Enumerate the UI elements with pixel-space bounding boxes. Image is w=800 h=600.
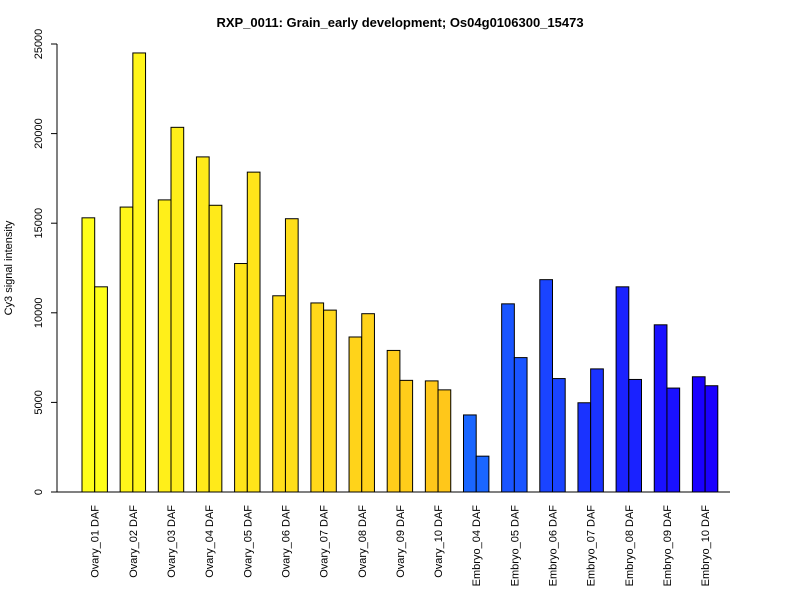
- bar-2-2: [132, 52, 147, 493]
- x-tick-label: Embryo_09 DAF: [662, 505, 674, 587]
- bar-5-1: [234, 263, 248, 493]
- bar-7-2: [323, 309, 337, 493]
- bar-4-2: [208, 204, 223, 493]
- bar-12-2: [513, 357, 528, 493]
- bar-8-1: [348, 336, 363, 493]
- y-axis: 0 5000 10000 15000 20000 25000: [33, 29, 58, 495]
- bar-15-2: [628, 378, 642, 493]
- x-tick-label: Embryo_05 DAF: [509, 505, 521, 587]
- x-tick-label: Ovary_10 DAF: [433, 505, 445, 578]
- y-tick-label: 25000: [33, 29, 45, 60]
- bar-6-1: [272, 295, 286, 493]
- x-tick-label: Ovary_01 DAF: [90, 505, 102, 578]
- bar-10-2: [437, 389, 452, 493]
- y-tick-label: 0: [33, 489, 45, 495]
- bar-14-2: [590, 368, 604, 493]
- bar-10-1: [424, 380, 439, 493]
- bar-6-2: [284, 218, 299, 493]
- x-tick-label: Ovary_05 DAF: [242, 505, 254, 578]
- bar-2-1: [119, 206, 134, 493]
- x-tick-label: Embryo_04 DAF: [471, 505, 483, 587]
- x-tick-label: Embryo_08 DAF: [624, 505, 636, 587]
- x-tick-labels: Ovary_01 DAF Ovary_02 DAF Ovary_03 DAF Ovar…: [90, 505, 712, 587]
- bar-12-1: [501, 303, 515, 493]
- y-tick-label: 10000: [33, 298, 45, 329]
- x-tick-label: Embryo_06 DAF: [548, 505, 560, 587]
- bar-1-1: [81, 217, 96, 493]
- bar-3-1: [157, 199, 172, 493]
- y-tick-label: 5000: [33, 390, 45, 414]
- y-axis-label: Cy3 signal intensity: [3, 220, 15, 315]
- bar-16-2: [666, 387, 681, 493]
- y-tick-label: 20000: [33, 118, 45, 149]
- x-tick-label: Embryo_07 DAF: [586, 505, 598, 587]
- bar-13-1: [539, 279, 553, 493]
- x-tick-label: Embryo_10 DAF: [700, 505, 712, 587]
- bar-17-1: [691, 376, 706, 493]
- bar-15-1: [615, 286, 630, 493]
- x-tick-label: Ovary_03 DAF: [166, 505, 178, 578]
- bar-7-1: [310, 302, 325, 493]
- bar-3-2: [170, 126, 185, 493]
- bar-13-2: [552, 378, 566, 493]
- chart-title: RXP_0011: Grain_early development; Os04g…: [216, 15, 583, 30]
- x-tick-label: Ovary_08 DAF: [357, 505, 369, 578]
- bar-17-2: [704, 385, 719, 493]
- y-tick-label: 15000: [33, 208, 45, 239]
- bar-4-1: [195, 156, 210, 493]
- bar-11-1: [463, 414, 477, 493]
- x-tick-label: Ovary_04 DAF: [204, 505, 216, 578]
- x-tick-label: Ovary_06 DAF: [280, 505, 292, 578]
- bar-11-2: [475, 455, 490, 493]
- bar-8-2: [361, 313, 375, 493]
- bar-1-2: [94, 286, 108, 493]
- bar-5-2: [246, 171, 261, 493]
- bar-16-1: [653, 324, 668, 493]
- bars-group: [81, 52, 719, 493]
- x-tick-label: Ovary_09 DAF: [395, 505, 407, 578]
- bar-9-2: [399, 379, 414, 493]
- x-tick-label: Ovary_02 DAF: [128, 505, 140, 578]
- x-tick-label: Ovary_07 DAF: [319, 505, 331, 578]
- bar-9-1: [386, 349, 401, 493]
- bar-14-1: [577, 402, 592, 493]
